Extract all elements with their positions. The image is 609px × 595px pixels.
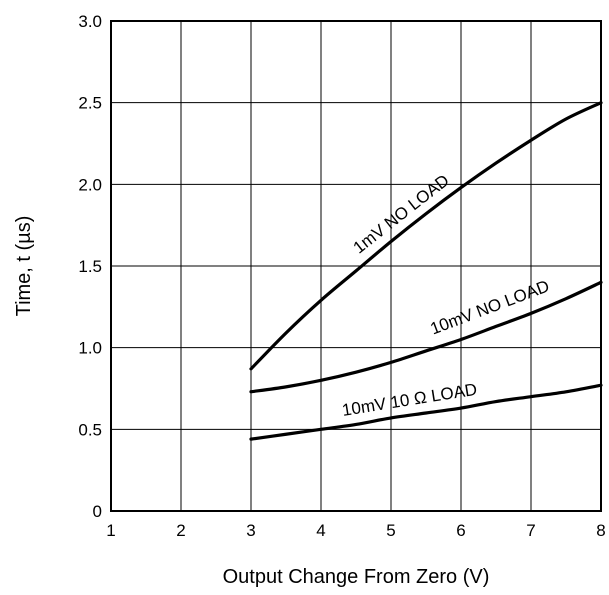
y-tick-label: 2.0 (78, 175, 102, 194)
x-axis-label: Output Change From Zero (V) (223, 566, 490, 588)
x-tick-labels: 1 2 3 4 5 6 7 8 (106, 521, 605, 540)
y-tick-label: 2.5 (78, 94, 102, 113)
y-axis-label: Time, t (µs) (13, 216, 35, 317)
x-tick-label: 4 (316, 521, 325, 540)
x-tick-label: 1 (106, 521, 115, 540)
y-tick-label: 1.0 (78, 339, 102, 358)
y-tick-label: 1.5 (78, 257, 102, 276)
y-tick-labels: 0 0.5 1.0 1.5 2.0 2.5 3.0 (78, 12, 102, 521)
series-line (249, 280, 603, 394)
chart-series (249, 101, 603, 441)
y-tick-label: 0.5 (78, 420, 102, 439)
plot-frame (110, 20, 602, 512)
x-tick-label: 8 (596, 521, 605, 540)
x-tick-label: 5 (386, 521, 395, 540)
x-tick-label: 7 (526, 521, 535, 540)
x-tick-label: 3 (246, 521, 255, 540)
series-label: 1mV NO LOAD (350, 171, 453, 258)
x-tick-label: 2 (176, 521, 185, 540)
y-tick-label: 3.0 (78, 12, 102, 31)
series-line (249, 101, 603, 371)
chart-grid (111, 21, 601, 511)
series-line (249, 383, 603, 441)
x-tick-label: 6 (456, 521, 465, 540)
y-tick-label: 0 (93, 502, 102, 521)
